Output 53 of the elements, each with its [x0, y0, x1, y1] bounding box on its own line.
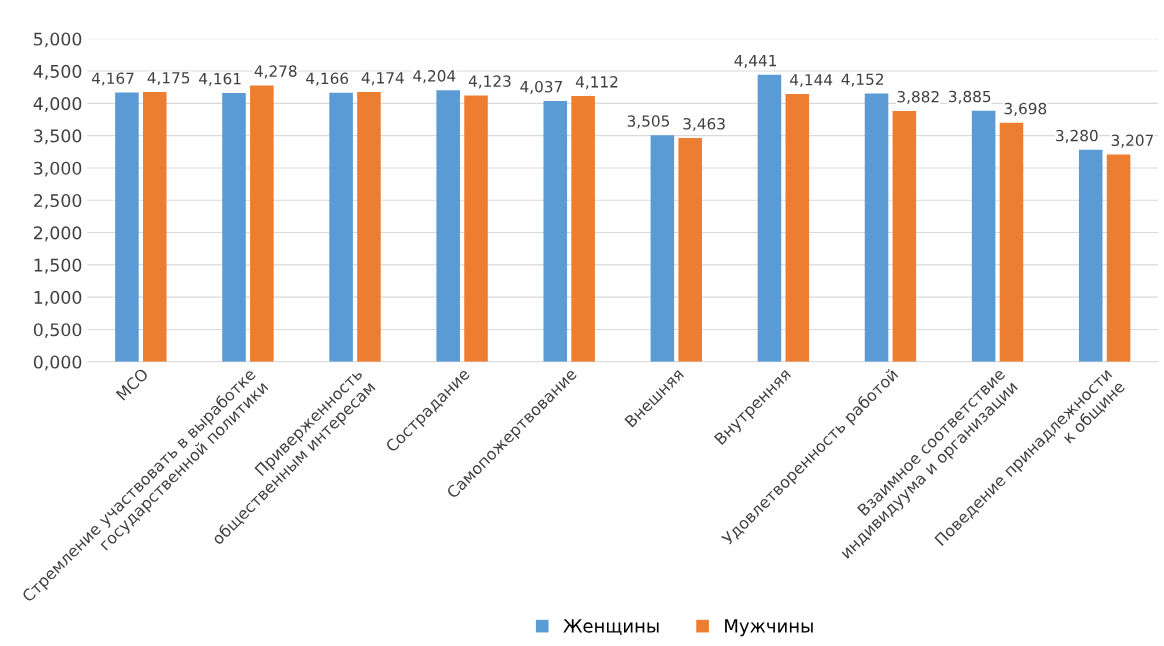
y-tick-label: 2,000	[34, 226, 82, 242]
data-label: 3,207	[1111, 134, 1154, 148]
data-label: 4,037	[520, 80, 562, 95]
bar	[864, 93, 889, 362]
bar	[436, 90, 460, 362]
y-tick-label: 1,500	[34, 258, 82, 274]
data-label: 4,174	[361, 72, 404, 86]
data-label: 4,144	[790, 74, 833, 88]
bar	[115, 92, 139, 362]
data-label: 4,152	[841, 73, 883, 87]
bar	[999, 122, 1024, 362]
y-tick-label: 0,500	[33, 323, 82, 339]
legend-label: Мужчины	[725, 619, 813, 637]
data-label: 3,280	[1056, 129, 1098, 143]
data-label: 4,175	[147, 72, 190, 86]
bar	[785, 94, 810, 362]
bar	[971, 110, 996, 362]
y-tick-label: 2,500	[34, 193, 82, 209]
data-label: 3,698	[1004, 102, 1047, 116]
data-label: 4,441	[734, 55, 777, 68]
bar	[757, 74, 782, 362]
data-label: 4,161	[199, 72, 241, 86]
data-label: 4,166	[306, 72, 349, 86]
data-label: 3,885	[949, 90, 991, 104]
data-label: 3,463	[683, 117, 725, 132]
y-tick-label: 1,000	[34, 290, 82, 306]
data-label: 4,204	[413, 70, 456, 84]
bar	[678, 138, 702, 362]
y-tick-label: 3,000	[34, 161, 82, 177]
bar	[650, 135, 675, 362]
bar	[222, 92, 246, 362]
y-tick-label: 0,000	[33, 355, 82, 371]
y-tick-label: 4,500	[33, 64, 82, 80]
bar	[571, 96, 595, 362]
y-tick-label: 5,000	[34, 32, 82, 48]
data-label: 4,112	[575, 76, 618, 90]
data-label: 3,882	[897, 90, 939, 105]
data-label: 4,123	[468, 75, 511, 89]
data-label: 3,505	[627, 115, 670, 129]
bar	[357, 92, 381, 362]
data-label: 4,278	[254, 65, 297, 79]
bar	[543, 100, 568, 362]
y-tick-label: 4,000	[33, 97, 82, 112]
bar	[329, 92, 353, 362]
data-label: 4,167	[91, 72, 134, 86]
bar	[464, 95, 488, 362]
bar	[1106, 154, 1131, 362]
y-tick-label: 3,500	[34, 129, 82, 145]
bar	[250, 85, 274, 362]
bar	[1078, 149, 1103, 362]
bar	[892, 110, 917, 362]
legend-label: Женщины	[563, 619, 659, 635]
bar	[142, 92, 167, 362]
